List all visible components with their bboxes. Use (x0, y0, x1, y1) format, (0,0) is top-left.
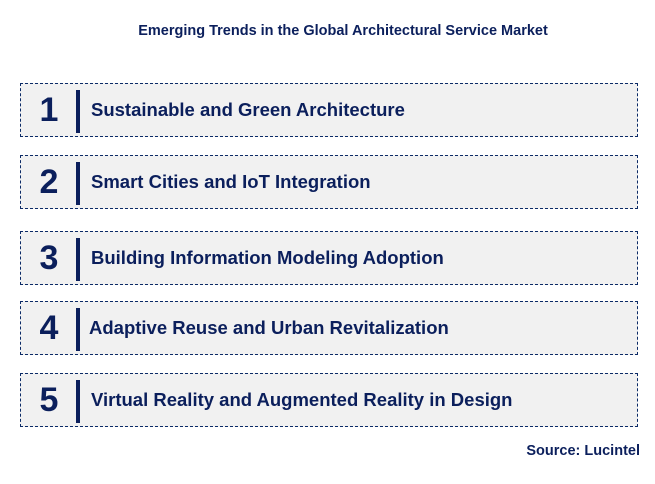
item-label: Smart Cities and IoT Integration (91, 171, 371, 192)
trend-item-4: 4 Adaptive Reuse and Urban Revitalizatio… (20, 301, 638, 355)
item-number: 5 (39, 380, 59, 419)
item-label: Building Information Modeling Adoption (91, 247, 444, 268)
item-label: Virtual Reality and Augmented Reality in… (91, 389, 513, 410)
divider-bar (76, 380, 80, 423)
divider-bar (76, 90, 80, 133)
item-label: Sustainable and Green Architecture (91, 99, 405, 120)
divider-bar (76, 162, 80, 205)
item-number: 4 (39, 308, 59, 347)
source-label: Source: Lucintel (526, 443, 640, 459)
item-number: 3 (39, 238, 59, 277)
item-number: 1 (39, 90, 59, 129)
trend-item-2: 2 Smart Cities and IoT Integration (20, 155, 638, 209)
item-label: Adaptive Reuse and Urban Revitalization (89, 317, 449, 338)
trend-item-1: 1 Sustainable and Green Architecture (20, 83, 638, 137)
trend-item-3: 3 Building Information Modeling Adoption (20, 231, 638, 285)
trend-item-5: 5 Virtual Reality and Augmented Reality … (20, 373, 638, 427)
divider-bar (76, 238, 80, 281)
item-number: 2 (39, 162, 59, 201)
divider-bar (76, 308, 80, 351)
diagram-title: Emerging Trends in the Global Architectu… (138, 23, 548, 39)
